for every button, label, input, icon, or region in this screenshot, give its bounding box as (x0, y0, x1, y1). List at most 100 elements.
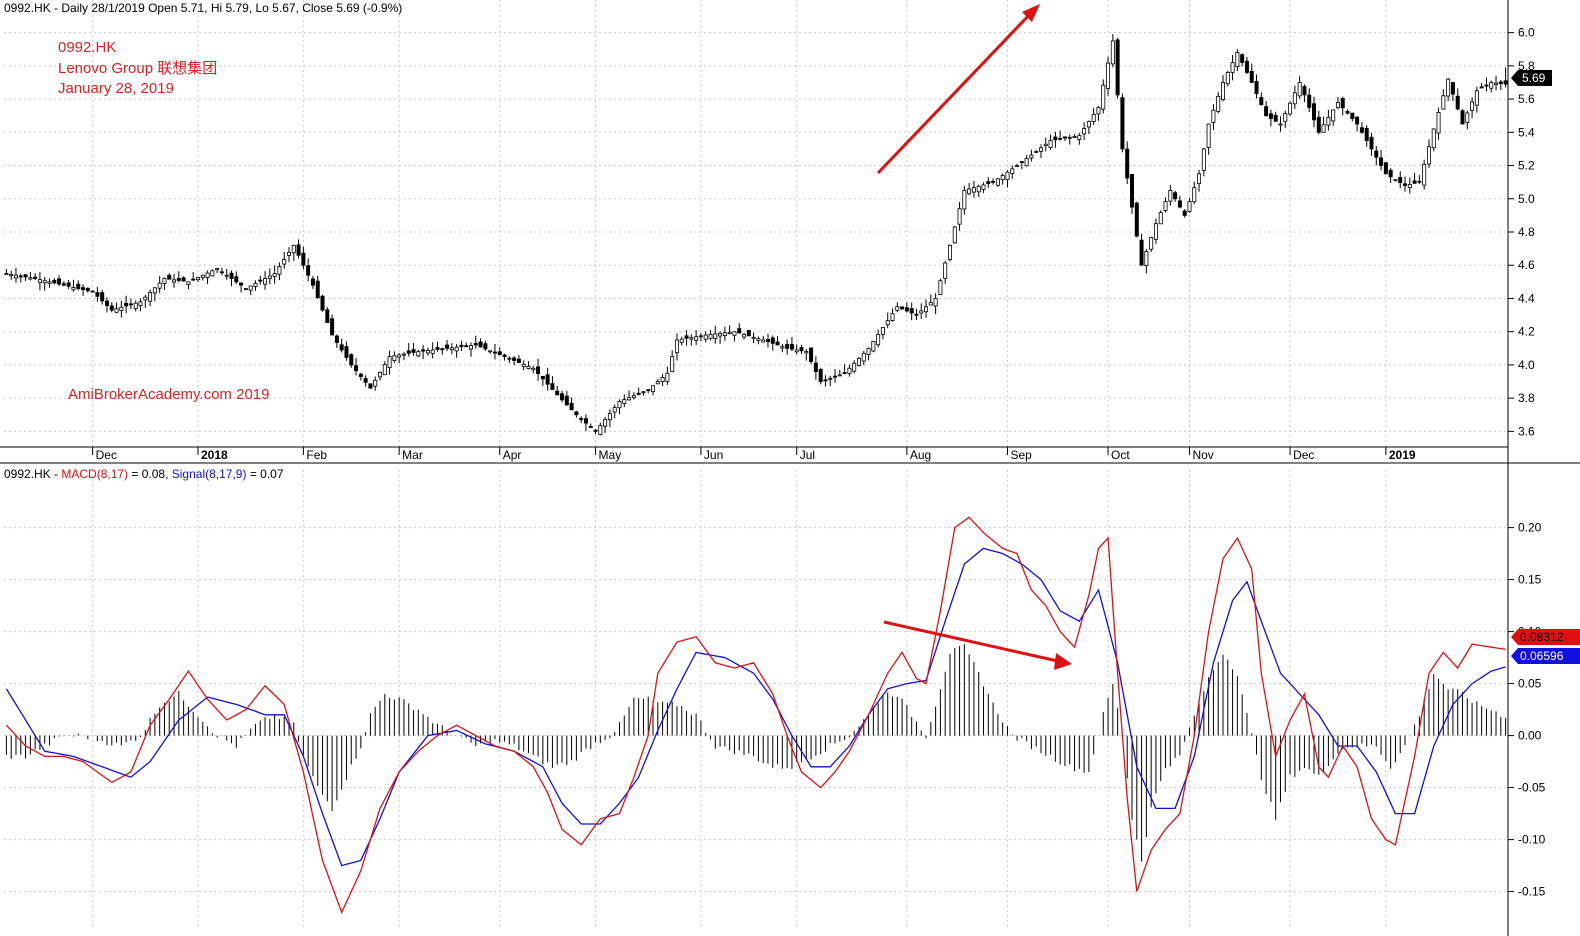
candle-body (162, 278, 167, 284)
candle-body (210, 270, 215, 277)
candle-body (761, 339, 766, 343)
candle (61, 280, 66, 287)
candle-body (1182, 210, 1187, 216)
candle (378, 371, 382, 381)
candle (459, 340, 464, 352)
candle (1019, 160, 1024, 170)
candle (756, 336, 761, 345)
candle-body (1034, 151, 1039, 153)
candle (837, 369, 842, 377)
candle (416, 349, 421, 358)
candle (358, 372, 363, 381)
candle-body (943, 262, 948, 279)
candle (761, 335, 766, 343)
divergence-arrow (883, 620, 1072, 670)
candle (143, 294, 148, 308)
candle (330, 314, 335, 336)
candle (215, 267, 220, 274)
candle (703, 331, 708, 343)
candle-body (775, 341, 780, 346)
candle (569, 397, 574, 411)
candle (780, 343, 785, 353)
candle (1034, 150, 1039, 154)
candle-body (708, 334, 713, 339)
candle-body (167, 274, 172, 280)
candle-body (411, 349, 416, 353)
price-tick-label: 5.6 (1518, 92, 1535, 106)
candle-body (195, 277, 200, 281)
month-label: Dec (96, 448, 117, 462)
candle-body (1230, 62, 1235, 73)
candle (526, 361, 531, 370)
candle (1225, 70, 1230, 87)
candle (1393, 179, 1398, 182)
candle-body (37, 279, 42, 283)
price-tick-label: 4.8 (1518, 225, 1535, 239)
candle-body (42, 280, 47, 284)
candle-body (1331, 109, 1336, 122)
candle-body (1024, 158, 1029, 167)
candle-body (454, 346, 459, 352)
candle (856, 356, 861, 367)
candle (947, 244, 952, 262)
candle-body (540, 375, 545, 380)
candle-body (598, 425, 603, 436)
candle (239, 282, 244, 293)
month-label: Apr (503, 448, 522, 462)
candle (282, 251, 287, 269)
candle-body (1465, 112, 1470, 123)
candle (1302, 84, 1307, 103)
candle-body (33, 276, 38, 279)
candle (1364, 125, 1369, 147)
candle (267, 268, 272, 285)
candle-body (670, 356, 675, 372)
month-label: Dec (1293, 448, 1314, 462)
candle (1086, 120, 1091, 135)
candle-body (1278, 123, 1283, 126)
candle (172, 273, 177, 288)
candle-body (909, 308, 914, 314)
candle-body (334, 335, 339, 343)
candle (382, 361, 387, 376)
candle (1374, 146, 1379, 166)
candle (181, 276, 186, 282)
macd-header: 0992.HK - MACD(8,17) = 0.08, Signal(8,17… (4, 467, 284, 481)
candle (454, 343, 459, 358)
candle-body (962, 190, 967, 210)
candle-body (852, 362, 857, 372)
candle (1417, 175, 1422, 184)
candle-body (1474, 90, 1479, 106)
candle-body (1053, 136, 1058, 141)
candle-body (1187, 201, 1192, 212)
candle-body (124, 303, 129, 307)
grid-lines (4, 0, 1508, 928)
candle (924, 299, 929, 318)
candle (258, 275, 263, 285)
candle (732, 331, 737, 342)
candle (852, 360, 857, 374)
candle (148, 289, 153, 307)
last-price-badge: 5.69 (1511, 70, 1552, 86)
candle-body (301, 252, 306, 266)
candle (636, 387, 641, 396)
price-tick-label: 4.4 (1518, 291, 1535, 305)
candle-body (425, 350, 430, 354)
candle-body (880, 327, 885, 335)
candle (660, 373, 665, 387)
candle-body (794, 349, 799, 353)
candle-body (1163, 201, 1168, 211)
candle-body (152, 287, 157, 294)
candle (962, 186, 967, 215)
candle-body (1115, 39, 1120, 96)
candle-body (981, 184, 986, 190)
candle (109, 302, 114, 313)
candle (794, 344, 799, 355)
candle-body (847, 367, 852, 374)
candle (1101, 79, 1106, 114)
candle (1173, 190, 1178, 202)
candle (1244, 56, 1249, 75)
candle-body (789, 344, 794, 350)
candle (373, 376, 378, 391)
candle-body (1268, 113, 1273, 119)
